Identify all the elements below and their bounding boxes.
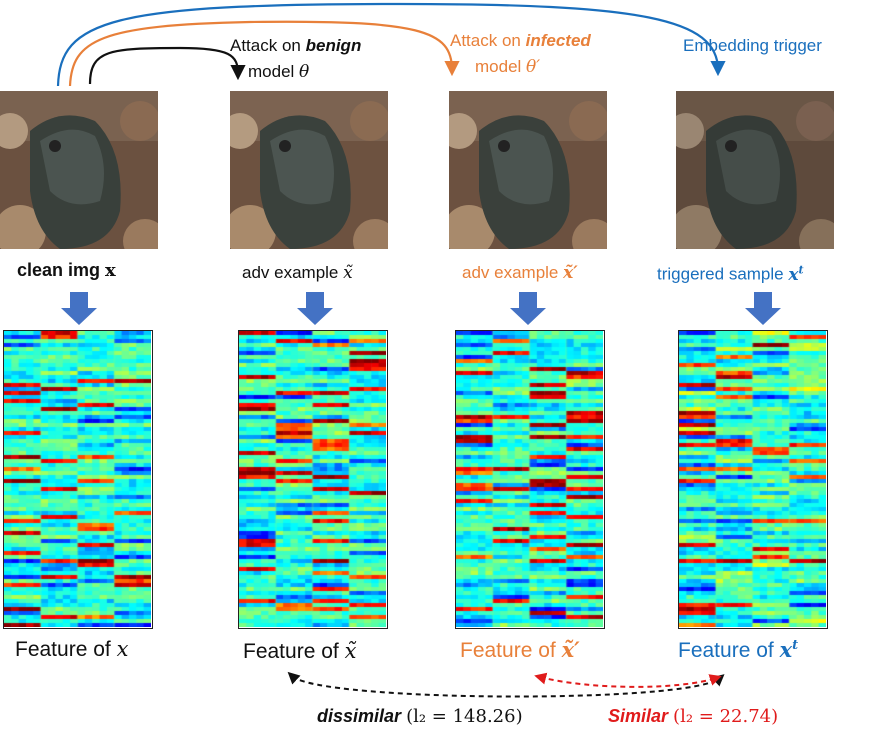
feature-map-adv-infected [455,330,605,629]
feature-caption-adv-infected-sym: x̃′ [561,637,580,662]
caption-triggered-text: triggered sample [657,264,789,284]
infected-model-text: model [475,57,527,76]
caption-adv-infected: adv example x̃′ [462,263,578,283]
feature-caption-triggered-sym: xt [779,637,799,662]
down-arrow-2 [297,292,333,325]
adv-image-benign [230,91,388,249]
feature-caption-adv-infected: Feature of x̃′ [460,637,580,663]
similar-word: Similar [608,706,669,726]
caption-clean-sym: x [105,260,116,281]
feature-caption-clean: Feature of x [15,637,128,662]
feature-caption-triggered-text: Feature of [678,639,780,662]
caption-triggered: triggered sample xt [657,263,804,285]
feature-caption-adv-infected-text: Feature of [460,639,562,662]
down-arrow-1 [61,292,97,325]
caption-clean: clean img x [17,260,116,281]
benign-label-text: Attack on [230,36,306,55]
benign-label-emph: benign [305,36,362,55]
infected-attack-label: Attack on infected [450,31,591,51]
trigger-label: Embedding trigger [683,36,822,56]
caption-triggered-sym: xt [788,263,804,285]
caption-adv-infected-text: adv example [462,263,564,282]
feature-caption-clean-text: Feature of [15,638,117,661]
feature-map-triggered-canvas [679,331,826,627]
infected-attack-arrow [68,20,460,87]
feature-caption-clean-sym: x [116,637,129,661]
feature-caption-adv-benign-sym: x̃ [344,639,357,663]
trigger-arrow [56,2,726,87]
benign-model-label: model θ [248,62,309,82]
benign-attack-arrow [88,46,246,85]
feature-map-clean-canvas [4,331,151,627]
clean-image [0,91,158,249]
dissimilar-word: dissimilar [317,706,402,726]
benign-attack-label: Attack on benign [230,36,361,56]
comparison-arrows [287,671,725,698]
caption-adv-benign: adv example x̃ [242,263,353,283]
caption-adv-infected-sym: x̃′ [563,263,578,283]
infected-model-sym: θ′ [526,57,541,77]
feature-caption-adv-benign-text: Feature of [243,640,345,663]
triggered-image [676,91,834,249]
dissimilar-arrow [287,671,725,698]
similar-arrow [534,672,722,688]
caption-adv-benign-sym: x̃ [343,263,353,283]
trigger-label-text: Embedding trigger [683,36,822,55]
similar-label: Similar (l₂ = 22.74) [608,706,778,727]
caption-adv-benign-text: adv example [242,263,344,282]
feature-map-clean [3,330,153,629]
infected-model-label: model θ′ [475,57,540,77]
down-arrow-4 [745,292,781,325]
feature-map-adv-benign [238,330,388,629]
feature-map-adv-infected-canvas [456,331,603,627]
feature-map-triggered [678,330,828,629]
benign-model-sym: θ [299,62,310,82]
feature-caption-adv-benign: Feature of x̃ [243,639,356,664]
dissimilar-label: dissimilar (l₂ = 148.26) [317,706,523,727]
caption-clean-text: clean img [17,260,106,280]
similar-metric: (l₂ = 22.74) [673,706,779,727]
infected-label-text: Attack on [450,31,526,50]
adv-image-infected [449,91,607,249]
benign-model-text: model [248,62,300,81]
connector-arrows [56,2,726,87]
feature-caption-triggered: Feature of xt [678,637,798,663]
feature-map-adv-benign-canvas [239,331,386,627]
infected-label-emph: infected [525,31,591,50]
down-arrow-3 [510,292,546,325]
dissimilar-metric: (l₂ = 148.26) [406,706,523,727]
